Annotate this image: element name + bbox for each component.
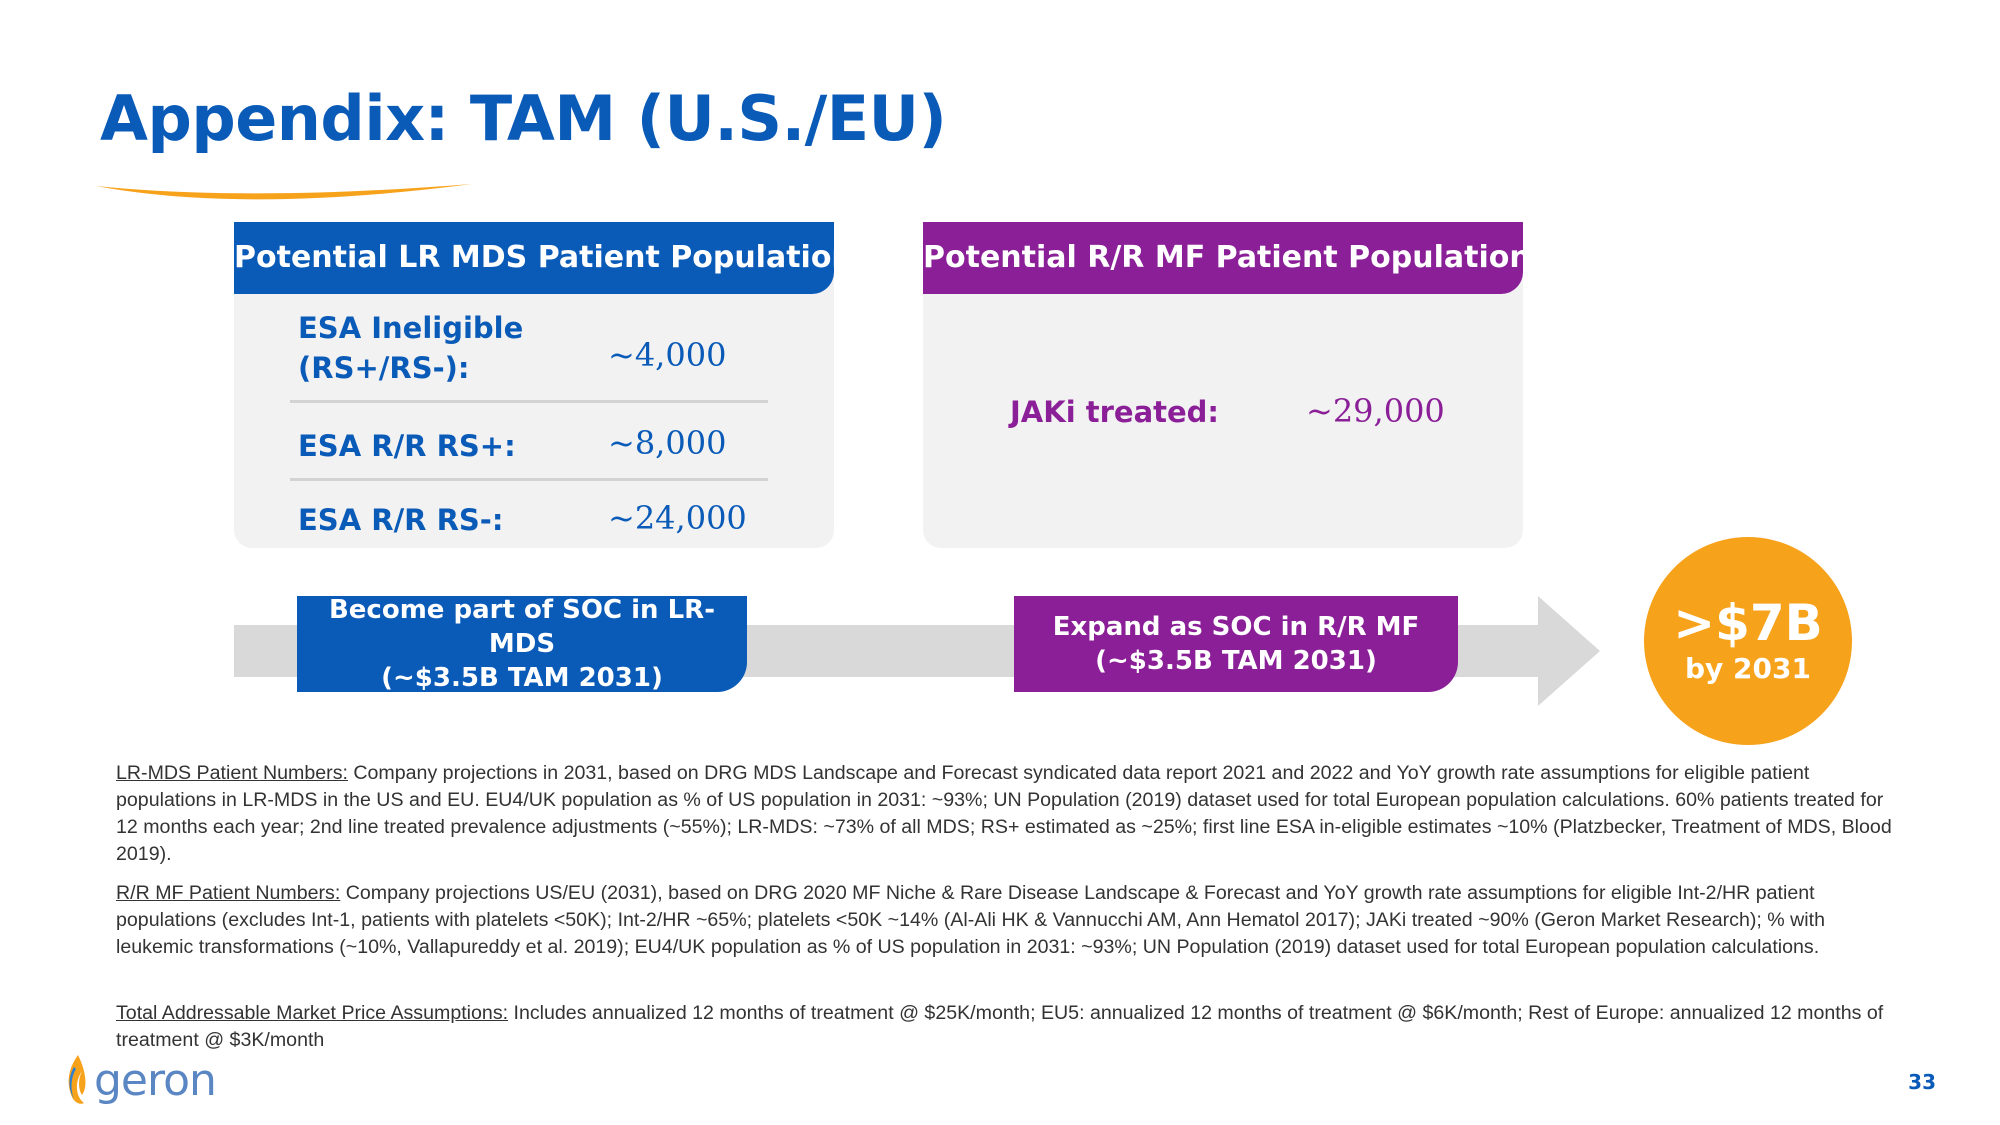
row-divider [290, 400, 768, 403]
lr-row-rs-plus-label: ESA R/R RS+: [298, 429, 516, 463]
progress-arrow [234, 596, 1600, 706]
row-divider [290, 478, 768, 481]
footnote-lr-mds: LR-MDS Patient Numbers: Company projecti… [116, 760, 1906, 868]
page-title: Appendix: TAM (U.S./EU) [100, 82, 947, 155]
lr-mds-soc-pill-line2: (~$3.5B TAM 2031) [381, 663, 663, 693]
tam-total-subtitle: by 2031 [1685, 652, 1811, 685]
footnote-tam-price-lead: Total Addressable Market Price Assumptio… [116, 1002, 509, 1024]
lr-row-esa-ineligible-value: ~4,000 [608, 336, 727, 374]
geron-logo: geron [64, 1052, 217, 1108]
lr-row-rs-plus-value: ~8,000 [608, 424, 727, 462]
tam-total-value: >$7B [1673, 594, 1823, 652]
logo-wordmark: geron [94, 1054, 217, 1106]
lr-row-rs-minus-label: ESA R/R RS-: [298, 503, 504, 537]
rr-mf-panel-header: Potential R/R MF Patient Population [923, 222, 1531, 294]
page-number: 33 [1908, 1070, 1936, 1094]
footnote-tam-price: Total Addressable Market Price Assumptio… [116, 1000, 1906, 1054]
lr-mds-panel-header: Potential LR MDS Patient Population [234, 222, 853, 294]
footnote-tam-price-text: Includes annualized 12 months of treatme… [116, 1002, 1884, 1051]
rr-mf-jaki-label: JAKi treated: [1010, 395, 1220, 429]
tam-total-badge: >$7B by 2031 [1644, 537, 1852, 745]
footnote-lr-mds-text: Company projections in 2031, based on DR… [116, 762, 1892, 865]
footnote-lr-mds-lead: LR-MDS Patient Numbers: [116, 762, 348, 784]
lr-row-rs-minus-value: ~24,000 [608, 499, 747, 537]
title-swoosh [96, 184, 472, 200]
lr-mds-soc-pill-line1: Become part of SOC in LR-MDS [328, 595, 715, 659]
rr-mf-soc-pill-line2: (~$3.5B TAM 2031) [1095, 646, 1377, 676]
footnote-rr-mf: R/R MF Patient Numbers: Company projecti… [116, 880, 1906, 961]
rr-mf-soc-pill: Expand as SOC in R/R MF (~$3.5B TAM 2031… [1014, 596, 1458, 692]
lr-row-esa-ineligible-label: ESA Ineligible (RS+/RS-): [298, 311, 524, 385]
rr-mf-jaki-value: ~29,000 [1306, 392, 1445, 430]
footnote-rr-mf-text: Company projections US/EU (2031), based … [116, 882, 1825, 958]
rr-mf-soc-pill-line1: Expand as SOC in R/R MF [1052, 612, 1420, 642]
lr-mds-soc-pill: Become part of SOC in LR-MDS (~$3.5B TAM… [297, 595, 747, 693]
footnote-rr-mf-lead: R/R MF Patient Numbers: [116, 882, 341, 904]
flame-icon [68, 1055, 86, 1104]
